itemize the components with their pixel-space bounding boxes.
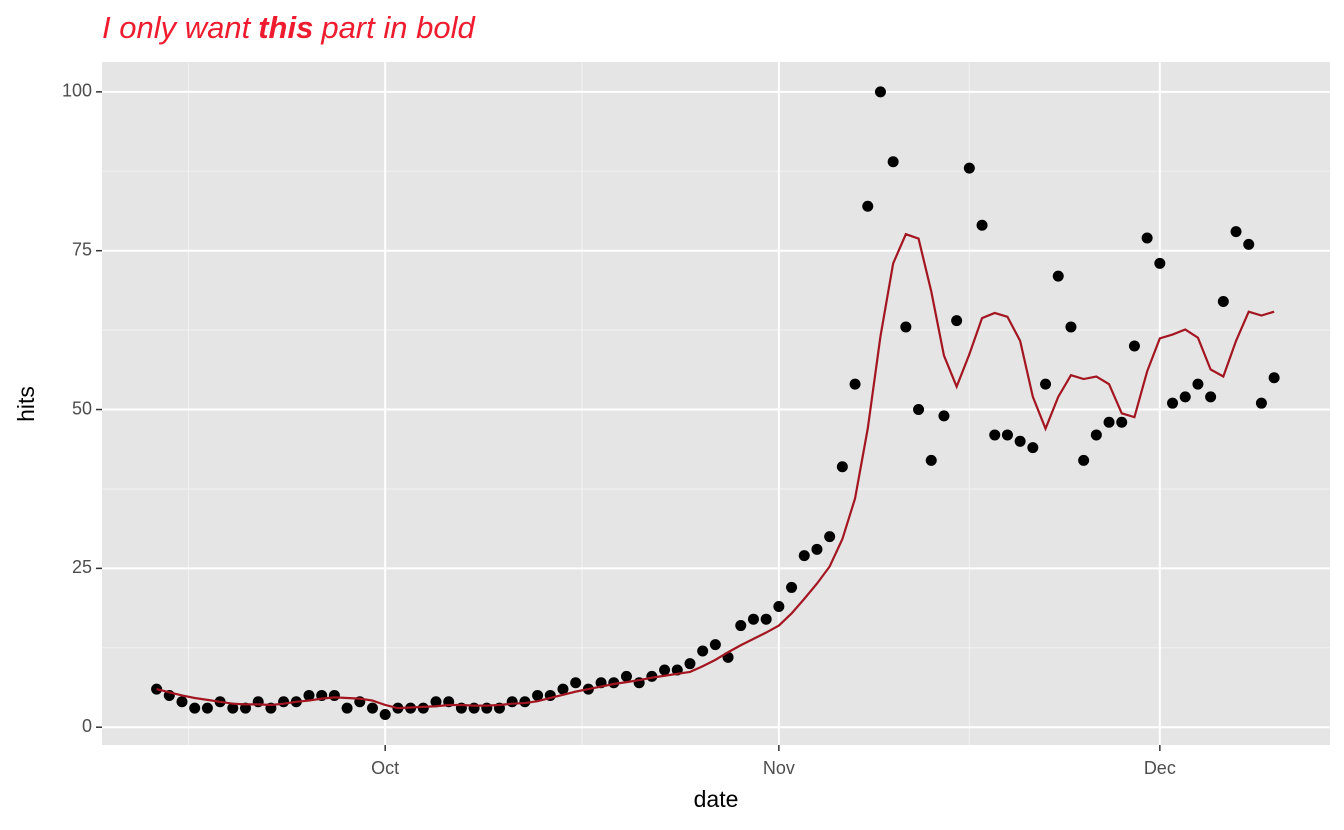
- point: [252, 696, 264, 708]
- point: [1154, 257, 1166, 269]
- point: [862, 200, 874, 212]
- point: [836, 461, 848, 473]
- point: [557, 683, 569, 695]
- point: [747, 613, 759, 625]
- y-tick-label: 100: [62, 81, 92, 101]
- point: [951, 315, 963, 327]
- point: [963, 162, 975, 174]
- point: [278, 696, 290, 708]
- title-part: part in bold: [320, 10, 476, 45]
- point: [976, 219, 988, 231]
- point: [849, 378, 861, 390]
- point: [1141, 232, 1153, 244]
- point: [760, 613, 772, 625]
- y-tick-label: 75: [72, 239, 92, 259]
- chart-title: I only want this part in bold: [102, 10, 476, 45]
- point: [925, 454, 937, 466]
- point: [227, 702, 239, 714]
- point: [328, 689, 340, 701]
- point: [519, 696, 531, 708]
- point: [506, 696, 518, 708]
- point: [1027, 442, 1039, 454]
- x-tick-label: Nov: [763, 758, 795, 778]
- point: [1103, 416, 1115, 428]
- point: [1040, 378, 1052, 390]
- point: [913, 404, 925, 416]
- line: [156, 232, 1275, 710]
- point: [824, 531, 836, 543]
- point: [341, 702, 353, 714]
- point: [697, 645, 709, 657]
- y-axis-title: hits: [13, 386, 39, 422]
- point: [900, 321, 912, 333]
- point: [709, 639, 721, 651]
- point: [176, 696, 188, 708]
- point: [1230, 226, 1242, 238]
- point: [684, 658, 696, 670]
- point: [1268, 372, 1280, 384]
- point: [303, 689, 315, 701]
- point: [1014, 435, 1026, 447]
- point: [1179, 391, 1191, 403]
- x-tick-label: Dec: [1144, 758, 1176, 778]
- point: [1255, 397, 1267, 409]
- y-tick-label: 0: [82, 716, 92, 736]
- point: [1090, 429, 1102, 441]
- point: [532, 689, 544, 701]
- point: [417, 702, 429, 714]
- point: [1065, 321, 1077, 333]
- x-tick-label: Oct: [371, 758, 399, 778]
- point: [570, 677, 582, 689]
- point: [989, 429, 1001, 441]
- x-axis-title: date: [694, 786, 739, 812]
- point: [468, 702, 480, 714]
- point: [1205, 391, 1217, 403]
- point: [620, 670, 632, 682]
- point: [481, 702, 493, 714]
- point: [1116, 416, 1128, 428]
- title-part: I only want: [102, 10, 252, 45]
- point: [938, 410, 950, 422]
- point: [1167, 397, 1179, 409]
- point: [1078, 454, 1090, 466]
- point: [786, 581, 798, 593]
- point: [735, 620, 747, 632]
- point: [1192, 378, 1204, 390]
- point: [1128, 340, 1140, 352]
- panel: [102, 62, 1330, 745]
- point: [659, 664, 671, 676]
- point: [1217, 296, 1229, 308]
- point: [151, 683, 163, 695]
- point: [798, 550, 810, 562]
- point: [1243, 238, 1255, 250]
- point: [366, 702, 378, 714]
- title-part: this: [258, 10, 313, 45]
- point: [189, 702, 201, 714]
- y-tick-label: 50: [72, 398, 92, 418]
- point: [773, 600, 785, 612]
- point: [1052, 270, 1064, 282]
- point: [201, 702, 213, 714]
- point: [379, 709, 391, 721]
- point: [430, 696, 442, 708]
- y-tick-label: 25: [72, 557, 92, 577]
- point: [874, 86, 886, 98]
- point: [887, 156, 899, 168]
- point: [1001, 429, 1013, 441]
- point: [811, 543, 823, 555]
